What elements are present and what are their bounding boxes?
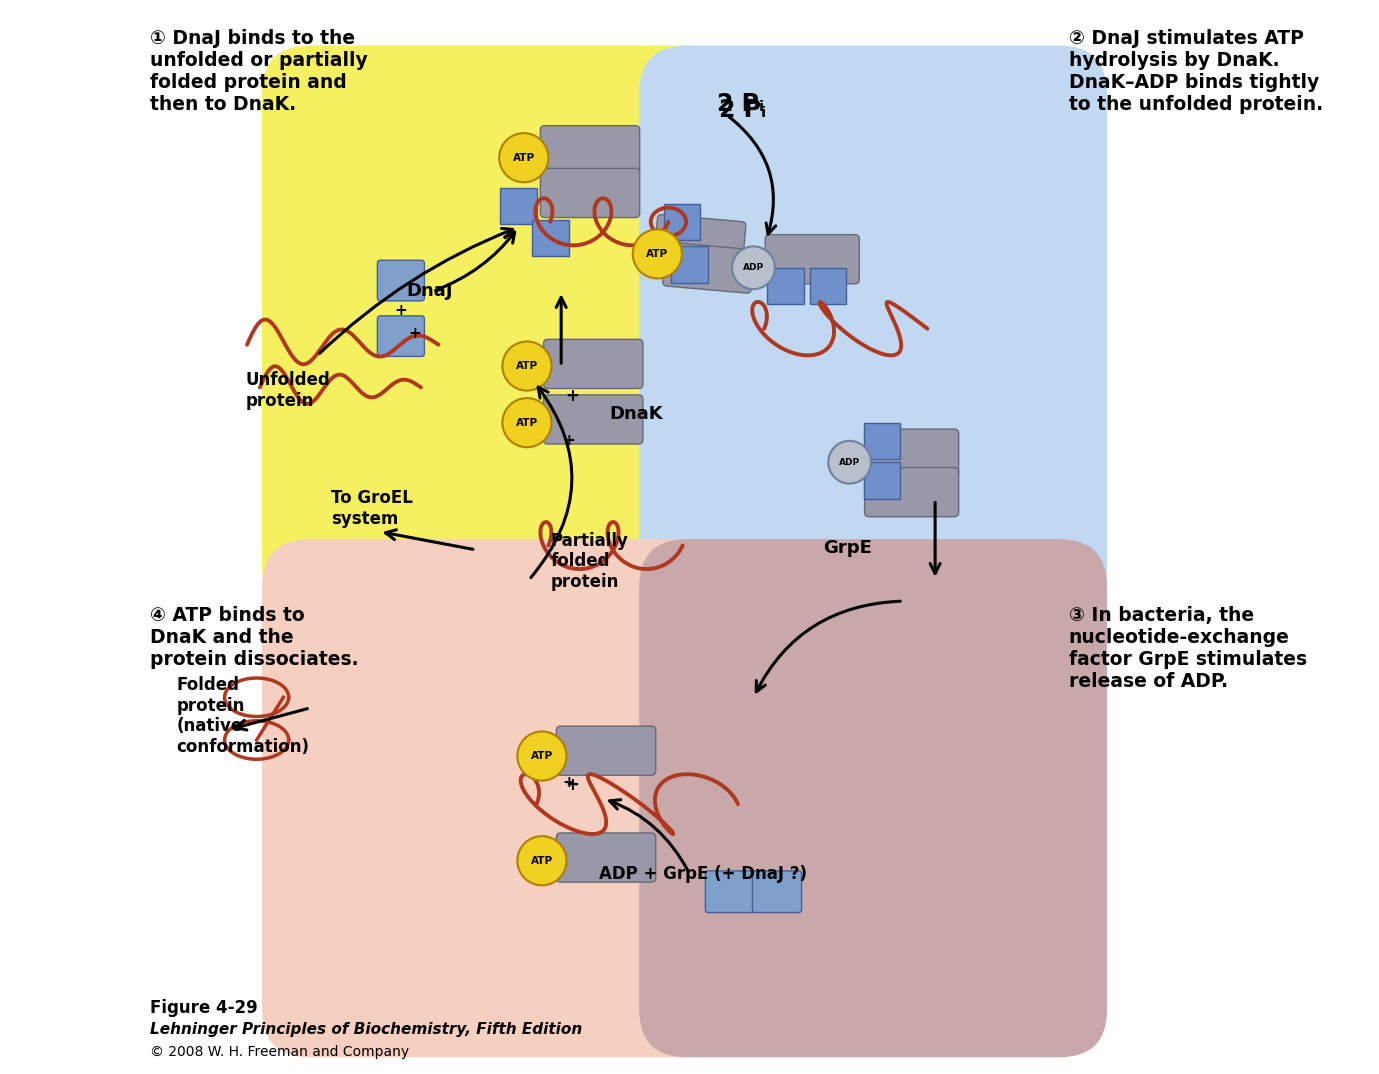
- Text: ATP: ATP: [647, 249, 669, 259]
- Text: +: +: [565, 387, 579, 405]
- FancyBboxPatch shape: [865, 467, 958, 517]
- Text: +: +: [565, 775, 579, 794]
- FancyBboxPatch shape: [262, 539, 729, 1057]
- FancyBboxPatch shape: [753, 871, 801, 913]
- FancyBboxPatch shape: [556, 833, 656, 882]
- FancyBboxPatch shape: [638, 45, 1107, 618]
- Text: +: +: [563, 433, 575, 448]
- Text: Unfolded
protein: Unfolded protein: [245, 372, 331, 410]
- Text: DnaK: DnaK: [610, 405, 663, 423]
- FancyBboxPatch shape: [706, 871, 754, 913]
- Text: ② DnaJ stimulates ATP
hydrolysis by DnaK.
DnaK–ADP binds tightly
to the unfolded: ② DnaJ stimulates ATP hydrolysis by DnaK…: [1069, 29, 1322, 115]
- Text: ATP: ATP: [516, 361, 538, 371]
- FancyBboxPatch shape: [378, 260, 425, 301]
- FancyBboxPatch shape: [541, 169, 640, 218]
- Text: +: +: [563, 775, 575, 790]
- Circle shape: [499, 133, 549, 183]
- Text: DnaJ: DnaJ: [407, 282, 452, 301]
- Text: ① DnaJ binds to the
unfolded or partially
folded protein and
then to DnaK.: ① DnaJ binds to the unfolded or partiall…: [150, 29, 368, 115]
- Circle shape: [829, 440, 872, 483]
- FancyBboxPatch shape: [543, 339, 643, 389]
- Text: 2 Pᵢ: 2 Pᵢ: [717, 92, 764, 116]
- Text: ADP: ADP: [838, 458, 860, 467]
- Text: ATP: ATP: [516, 418, 538, 427]
- Text: ATP: ATP: [531, 751, 553, 761]
- FancyBboxPatch shape: [865, 430, 958, 478]
- FancyBboxPatch shape: [541, 126, 640, 175]
- Text: ③ In bacteria, the
nucleotide-exchange
factor GrpE stimulates
release of ADP.: ③ In bacteria, the nucleotide-exchange f…: [1069, 607, 1307, 692]
- Text: ATP: ATP: [513, 153, 535, 162]
- Text: GrpE: GrpE: [823, 539, 872, 556]
- Text: +: +: [408, 326, 421, 342]
- FancyBboxPatch shape: [378, 316, 425, 357]
- Circle shape: [732, 246, 775, 289]
- FancyBboxPatch shape: [262, 45, 729, 618]
- Text: ADP: ADP: [743, 263, 764, 272]
- FancyBboxPatch shape: [663, 243, 754, 293]
- Text: ATP: ATP: [531, 856, 553, 866]
- Text: To GroEL
system: To GroEL system: [331, 489, 414, 527]
- Text: Figure 4-29: Figure 4-29: [150, 999, 258, 1017]
- Circle shape: [502, 342, 552, 391]
- FancyBboxPatch shape: [765, 234, 859, 284]
- Text: Partially
folded
protein: Partially folded protein: [550, 532, 629, 592]
- FancyBboxPatch shape: [543, 395, 643, 444]
- Circle shape: [633, 229, 681, 278]
- Text: 2 Pᵢ: 2 Pᵢ: [720, 98, 767, 121]
- Circle shape: [517, 837, 567, 885]
- Circle shape: [502, 398, 552, 447]
- Text: ADP + GrpE (+ DnaJ ?): ADP + GrpE (+ DnaJ ?): [598, 865, 807, 883]
- Circle shape: [517, 731, 567, 781]
- FancyBboxPatch shape: [556, 726, 656, 775]
- Text: Lehninger Principles of Biochemistry, Fifth Edition: Lehninger Principles of Biochemistry, Fi…: [150, 1022, 582, 1037]
- FancyBboxPatch shape: [638, 539, 1107, 1057]
- Text: Folded
protein
(native
conformation): Folded protein (native conformation): [177, 676, 309, 756]
- Text: +: +: [394, 303, 407, 318]
- Text: ④ ATP binds to
DnaK and the
protein dissociates.: ④ ATP binds to DnaK and the protein diss…: [150, 607, 359, 669]
- Text: © 2008 W. H. Freeman and Company: © 2008 W. H. Freeman and Company: [150, 1045, 410, 1059]
- FancyBboxPatch shape: [654, 215, 746, 265]
